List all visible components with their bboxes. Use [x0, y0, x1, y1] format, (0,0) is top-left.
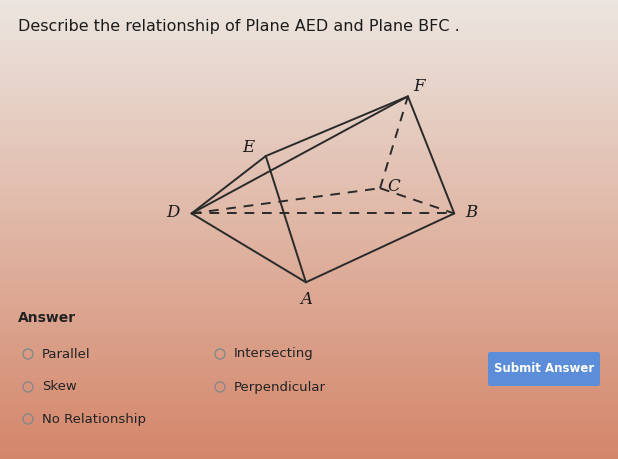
Text: Answer: Answer — [18, 311, 76, 325]
Text: Submit Answer: Submit Answer — [494, 363, 594, 375]
Text: A: A — [300, 291, 312, 308]
Text: B: B — [465, 204, 478, 221]
Text: E: E — [242, 139, 255, 157]
Text: Skew: Skew — [42, 381, 77, 393]
Text: F: F — [413, 78, 425, 95]
FancyBboxPatch shape — [488, 352, 600, 386]
Text: Perpendicular: Perpendicular — [234, 381, 326, 393]
Text: Parallel: Parallel — [42, 347, 91, 360]
Text: Describe the relationship of Plane AED and Plane BFC .: Describe the relationship of Plane AED a… — [18, 19, 460, 34]
Text: Intersecting: Intersecting — [234, 347, 314, 360]
Text: C: C — [387, 178, 400, 195]
Text: D: D — [166, 204, 180, 221]
Text: No Relationship: No Relationship — [42, 413, 146, 425]
